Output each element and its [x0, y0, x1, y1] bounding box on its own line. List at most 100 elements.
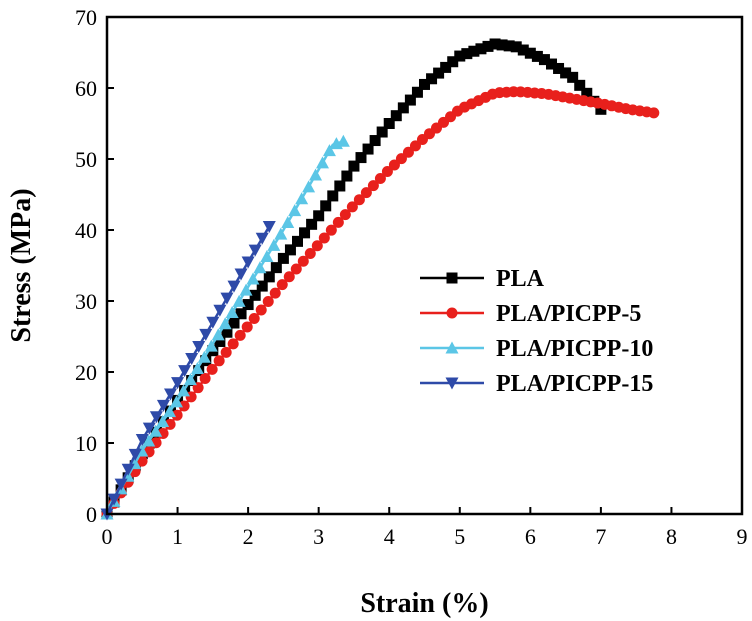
- data-point: [260, 250, 274, 263]
- data-point: [255, 232, 269, 245]
- data-point: [426, 73, 438, 85]
- x-tick-label: 3: [313, 524, 324, 549]
- data-point: [199, 373, 211, 385]
- data-point: [538, 54, 550, 66]
- data-point: [295, 192, 309, 205]
- data-point: [496, 39, 508, 51]
- data-point: [419, 78, 430, 90]
- x-tick-label: 2: [243, 524, 254, 549]
- data-point: [353, 194, 365, 206]
- legend: PLA PLA/PICPP-5 PLA/PICPP-10 PLA/PICPP-15: [420, 266, 653, 397]
- data-point: [581, 87, 593, 99]
- data-point: [121, 463, 135, 476]
- x-tick-label: 5: [454, 524, 465, 549]
- data-point: [262, 296, 274, 308]
- data-point: [302, 180, 316, 193]
- data-point: [322, 144, 336, 157]
- data-point: [253, 261, 267, 274]
- data-point: [221, 326, 233, 338]
- data-point: [164, 388, 177, 401]
- data-point: [376, 126, 388, 138]
- data-point: [234, 268, 248, 281]
- data-point: [218, 317, 232, 330]
- legend-entry: PLA/PICPP-15: [496, 371, 653, 397]
- data-point: [440, 61, 452, 73]
- data-point: [316, 156, 330, 169]
- data-point: [277, 252, 289, 264]
- data-point: [397, 102, 409, 114]
- data-point: [374, 173, 386, 185]
- series-3: [100, 134, 350, 520]
- x-axis-title: Strain (%): [360, 588, 488, 619]
- data-point: [334, 180, 346, 192]
- data-point: [395, 153, 407, 165]
- data-point: [648, 107, 660, 119]
- legend-entry: PLA/PICPP-10: [496, 336, 653, 362]
- data-point: [164, 418, 176, 430]
- data-point: [227, 338, 239, 350]
- data-point: [355, 152, 367, 164]
- data-point: [313, 210, 325, 222]
- data-point: [327, 190, 339, 202]
- data-point: [318, 232, 330, 244]
- data-point: [531, 50, 543, 62]
- data-point: [325, 224, 337, 236]
- data-point: [255, 304, 267, 316]
- data-point: [306, 218, 318, 230]
- data-point: [156, 414, 170, 427]
- data-point: [149, 411, 163, 424]
- legend-swatch-marker: [445, 341, 459, 354]
- data-point: [149, 424, 163, 437]
- legend-entry: PLA/PICPP-5: [496, 301, 641, 327]
- data-point: [270, 262, 282, 274]
- y-tick-label: 60: [75, 76, 97, 101]
- data-point: [135, 433, 149, 446]
- x-tick-label: 8: [666, 524, 677, 549]
- data-point: [235, 308, 247, 320]
- data-point: [192, 340, 206, 353]
- data-point: [341, 170, 353, 182]
- data-point: [468, 45, 480, 57]
- legend-swatch-marker: [446, 307, 458, 319]
- data-point: [339, 209, 351, 221]
- data-point: [281, 216, 295, 229]
- data-point: [332, 216, 344, 228]
- data-point: [411, 86, 423, 98]
- series-2: [101, 86, 660, 520]
- axes: [105, 15, 744, 516]
- y-tick-label: 10: [75, 431, 97, 456]
- data-point: [546, 58, 557, 70]
- data-point: [142, 434, 156, 447]
- data-point: [560, 67, 572, 79]
- data-point: [283, 271, 295, 283]
- data-point: [447, 56, 459, 68]
- data-point: [336, 134, 350, 147]
- legend-entry: PLA: [496, 266, 545, 292]
- data-point: [574, 79, 586, 91]
- data-point: [269, 287, 281, 299]
- data-point: [304, 247, 316, 259]
- data-point: [360, 187, 372, 199]
- data-point: [214, 335, 226, 347]
- data-point: [178, 400, 190, 412]
- data-point: [433, 67, 445, 79]
- plot-frame: [105, 15, 744, 516]
- data-point: [461, 48, 473, 60]
- data-point: [381, 165, 393, 177]
- data-point: [489, 38, 501, 50]
- data-point: [213, 355, 225, 367]
- data-point: [170, 395, 184, 408]
- data-point: [241, 321, 253, 333]
- y-tick-label: 20: [75, 360, 97, 385]
- data-point: [136, 455, 148, 467]
- data-point: [346, 201, 358, 213]
- data-point: [197, 350, 211, 363]
- x-tick-label: 0: [102, 524, 113, 549]
- data-point: [220, 346, 232, 358]
- data-point: [163, 405, 177, 418]
- data-point: [367, 180, 379, 192]
- data-point: [234, 329, 246, 341]
- data-point: [369, 135, 381, 147]
- x-tick-label: 4: [384, 524, 395, 549]
- y-tick-label: 30: [75, 289, 97, 314]
